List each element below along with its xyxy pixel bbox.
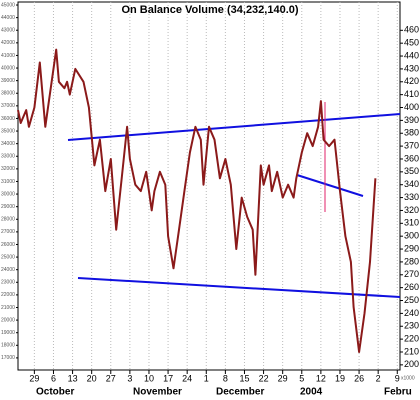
month-label: Febru [384, 387, 412, 398]
y2-tick-label: 21000 [1, 305, 15, 311]
y2-tick-label: 42000 [1, 40, 15, 46]
x-tick-label: 17 [163, 373, 173, 383]
month-label: December [216, 387, 264, 398]
y-tick-label: 230 [404, 321, 419, 331]
y2-tick-label: 20000 [1, 317, 15, 323]
y2-tick-label: 26000 [1, 242, 15, 248]
marks [17, 48, 377, 353]
y2-tick-label: 18000 [1, 343, 15, 349]
y2-tick-label: 40000 [1, 65, 15, 71]
y2-tick-label: 19000 [1, 330, 15, 336]
y-tick-label: 430 [404, 63, 419, 73]
y-tick-label: 380 [404, 128, 419, 138]
y2-tick-label: 25000 [1, 254, 15, 260]
y-tick-label: 450 [404, 38, 419, 48]
y2-tick-label: 36000 [1, 116, 15, 122]
month-label: November [133, 387, 182, 398]
y2-tick-label: 35000 [1, 128, 15, 134]
y-tick-label: 410 [404, 89, 419, 99]
y-tick-label: 290 [404, 243, 419, 253]
y-tick-label: 280 [404, 256, 419, 266]
y2-tick-label: 29000 [1, 204, 15, 210]
x-tick-label: 29 [29, 373, 39, 383]
x-tick-label: 6 [51, 373, 56, 383]
y2-tick-label: 34000 [1, 141, 15, 147]
short-trendline [296, 174, 364, 197]
y-tick-label: 340 [404, 179, 419, 189]
x-tick-label: 5 [299, 373, 304, 383]
y2-tick-label: 22000 [1, 292, 15, 298]
month-label: October [36, 387, 74, 398]
y2-tick-label: 39000 [1, 78, 15, 84]
x-tick-label: 1 [204, 373, 209, 383]
x-tick-label: 27 [106, 373, 116, 383]
y2-tick-label: 31000 [1, 179, 15, 185]
y2-tick-label: 37000 [1, 103, 15, 109]
x-tick-label: 24 [182, 373, 192, 383]
y2-tick-label: 45000 [1, 2, 15, 8]
y2-tick-label: 24000 [1, 267, 15, 273]
y2-tick-label: 23000 [1, 280, 15, 286]
y2-tick-label: 43000 [1, 28, 15, 34]
y-tick-label: 250 [404, 295, 419, 305]
y2-tick-label: 44000 [1, 15, 15, 21]
y2-tick-label: 30000 [1, 191, 15, 197]
y-tick-label: 300 [404, 231, 419, 241]
x-tick-label: 2 [376, 373, 381, 383]
x-tick-label: 19 [335, 373, 345, 383]
y-tick-label: 330 [404, 192, 419, 202]
y-tick-label: 420 [404, 76, 419, 86]
upper-trendline [67, 113, 401, 141]
y-tick-label: 350 [404, 166, 419, 176]
y-tick-label: 360 [404, 153, 419, 163]
x-tick-label: 3 [127, 373, 132, 383]
y2-tick-label: 32000 [1, 166, 15, 172]
obv-line [17, 48, 377, 353]
plot-frame [17, 1, 401, 371]
y-tick-label: 260 [404, 282, 419, 292]
y-tick-label: 440 [404, 50, 419, 60]
y2-tick-label: 28000 [1, 217, 15, 223]
x-tick-label: 13 [68, 373, 78, 383]
y2-tick-label: 27000 [1, 229, 15, 235]
y-tick-label: 220 [404, 333, 419, 343]
y-tick-label: 460 [404, 25, 419, 35]
grid [16, 2, 403, 374]
x-tick-label: 10 [144, 373, 154, 383]
x-tick-label: 29 [278, 373, 288, 383]
month-label: 2004 [300, 387, 323, 398]
y-tick-label: 270 [404, 269, 419, 279]
x-tick-label: 26 [354, 373, 364, 383]
x-tick-label: 20 [87, 373, 97, 383]
x-tick-label: 15 [239, 373, 249, 383]
y-tick-label: 320 [404, 205, 419, 215]
y2-tick-label: 33000 [1, 154, 15, 160]
y-tick-label: 400 [404, 102, 419, 112]
lower-trendline [77, 277, 401, 298]
y-tick-label: 310 [404, 218, 419, 228]
x-tick-label: 22 [259, 373, 269, 383]
y-tick-label: 200 [404, 359, 419, 369]
x-tick-label: 8 [223, 373, 228, 383]
y-unit: x1000 [401, 375, 415, 381]
y2-tick-label: 41000 [1, 53, 15, 59]
y-tick-label: 390 [404, 115, 419, 125]
y2-tick-label: 38000 [1, 91, 15, 97]
y-tick-label: 240 [404, 308, 419, 318]
y2-tick-label: 17000 [1, 355, 15, 361]
x-tick-label: 12 [316, 373, 326, 383]
chart-title: On Balance Volume (34,232,140.0) [121, 4, 298, 16]
y-tick-label: 370 [404, 140, 419, 150]
y-tick-label: 210 [404, 346, 419, 356]
x-tick-label: 9 [395, 373, 400, 383]
